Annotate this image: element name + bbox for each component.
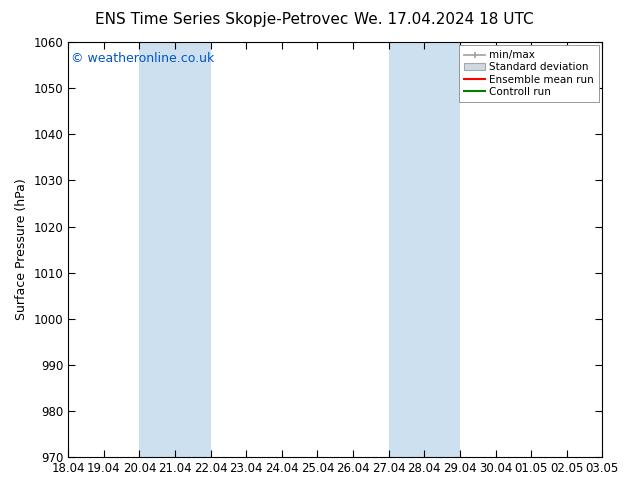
Bar	[139, 42, 210, 457]
Legend: min/max, Standard deviation, Ensemble mean run, Controll run: min/max, Standard deviation, Ensemble me…	[459, 45, 599, 102]
Text: © weatheronline.co.uk: © weatheronline.co.uk	[71, 52, 214, 66]
Text: We. 17.04.2024 18 UTC: We. 17.04.2024 18 UTC	[354, 12, 534, 27]
Text: ENS Time Series Skopje-Petrovec: ENS Time Series Skopje-Petrovec	[95, 12, 349, 27]
Y-axis label: Surface Pressure (hPa): Surface Pressure (hPa)	[15, 179, 28, 320]
Bar	[389, 42, 460, 457]
